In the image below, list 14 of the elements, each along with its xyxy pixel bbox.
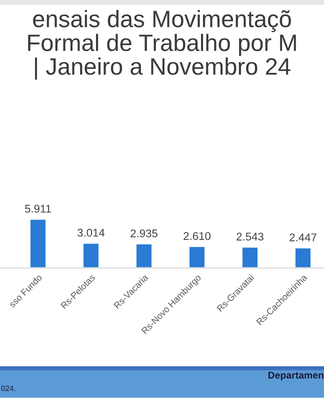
data-label: 3.014 [78,228,105,237]
bar [29,218,47,268]
data-label: 2.447 [290,233,316,242]
bar [294,247,312,268]
bar [241,246,259,268]
data-label: 2.543 [236,232,264,241]
bar [188,246,206,268]
text: Departamen [268,372,324,381]
bar [135,242,153,268]
data-label: 5.911 [24,204,51,213]
data-label: 2.610 [184,232,210,240]
bar [82,242,100,268]
chart-title: ensais das Movimentaçõ Formal de Trabalho por M | Janeiro a Novembro 24 [28,10,296,80]
data-label: 2.935 [130,229,158,238]
